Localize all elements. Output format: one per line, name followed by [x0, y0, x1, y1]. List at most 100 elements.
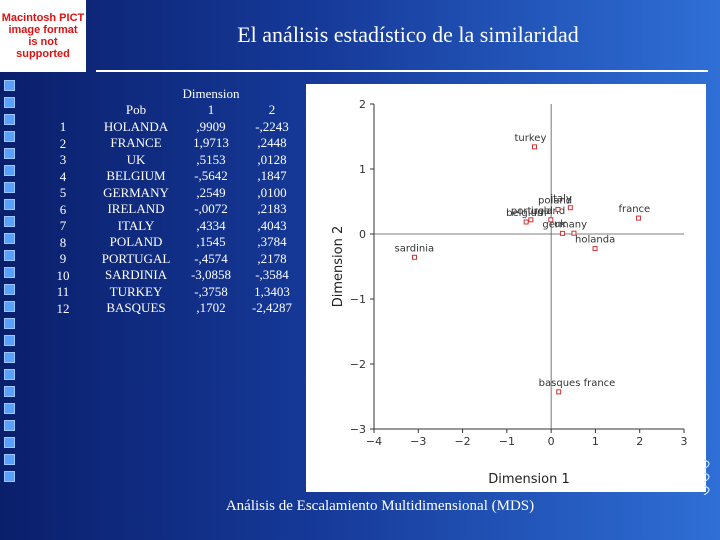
decorative-square — [4, 267, 15, 278]
x-tick-label: 2 — [636, 435, 643, 448]
row-dim2: ,3784 — [257, 234, 287, 249]
x-tick-label: 1 — [592, 435, 599, 448]
decorative-square — [4, 420, 15, 431]
data-point-label: germany — [542, 219, 587, 230]
placeholder-line-3: is not supported — [16, 36, 70, 60]
decorative-square — [4, 454, 15, 465]
row-index: 1 — [59, 119, 67, 134]
x-tick-label: −2 — [454, 435, 470, 448]
decorative-square — [4, 437, 15, 448]
data-point-label: ireland — [531, 206, 565, 217]
decorative-square — [4, 335, 15, 346]
population-column: Pob HOLANDA FRANCE UK BELGIUM GERMANY IRELAND I… — [94, 102, 178, 317]
placeholder-line-1: Macintosh PICT — [1, 12, 85, 24]
row-pob: UK — [126, 151, 146, 167]
decorative-square — [4, 301, 15, 312]
row-dim2: ,2448 — [257, 135, 287, 150]
decorative-square — [4, 114, 15, 125]
row-index: 10 — [56, 267, 70, 283]
y-tick-label: 0 — [359, 228, 366, 241]
data-point — [548, 217, 554, 223]
row-dim1: 1,9713 — [193, 135, 229, 150]
x-tick-label: 3 — [681, 435, 688, 448]
row-dim1: ,9909 — [196, 118, 226, 134]
row-dim1: -,4574 — [194, 250, 228, 266]
decorative-square — [4, 131, 15, 142]
decorative-square — [4, 318, 15, 329]
decorative-square — [4, 284, 15, 295]
data-point-label: france — [618, 204, 650, 215]
x-tick-label: −3 — [410, 435, 426, 448]
dimension-2-column: 2 -,2243,2448,0128,1847,0100,2183,4043,37… — [245, 102, 299, 317]
row-index: 12 — [56, 300, 70, 316]
y-tick-label: 2 — [359, 98, 366, 111]
row-dim1: ,4334 — [196, 217, 226, 233]
decorative-square — [4, 165, 15, 176]
row-dim2: ,2178 — [257, 250, 287, 266]
row-index: 7 — [59, 218, 67, 233]
pob-header: Pob — [125, 102, 147, 117]
row-pob: BASQUES — [106, 300, 166, 315]
x-tick-label: 0 — [548, 435, 555, 448]
row-dim1: -3,0858 — [190, 267, 232, 282]
row-index: 3 — [59, 152, 67, 167]
row-index: 2 — [59, 135, 67, 151]
placeholder-line-2: image format — [8, 24, 78, 36]
data-point-label: sardinia — [394, 243, 434, 254]
mds-scatter-plot: −4 −3 −2 −1 0 1 2 3 −3 −2 −1 0 1 2 Dimension 1 Dimensio… — [306, 84, 706, 492]
y-axis-label: Dimension 2 — [331, 226, 346, 308]
row-pob: POLAND — [109, 234, 163, 249]
row-dim2: ,2183 — [257, 201, 287, 216]
data-point — [571, 230, 577, 236]
decorative-square — [4, 250, 15, 261]
row-dim1: ,1545 — [196, 234, 226, 249]
row-pob: TURKEY — [109, 283, 163, 299]
data-point-label: turkey — [515, 133, 547, 144]
row-pob: ITALY — [117, 217, 155, 233]
row-pob: BELGIUM — [106, 168, 166, 183]
decorative-square — [4, 182, 15, 193]
row-dim2: 1,3403 — [254, 283, 290, 299]
row-index: 5 — [59, 185, 67, 200]
title-divider — [96, 70, 708, 72]
decorative-square — [4, 80, 15, 91]
row-dim1: ,2549 — [196, 184, 226, 200]
data-point-label: poland — [538, 195, 572, 206]
data-point-label: belgium — [506, 208, 546, 219]
row-index: 4 — [59, 168, 67, 184]
y-tick-label: −2 — [350, 358, 366, 371]
decorative-square — [4, 233, 15, 244]
data-point — [523, 219, 529, 225]
decorative-square — [4, 471, 15, 482]
x-tick-label: −4 — [366, 435, 382, 448]
slide-caption: Análisis de Escalamiento Multidimensiona… — [225, 498, 535, 514]
row-dim2: -,3584 — [255, 267, 289, 282]
data-point — [556, 389, 562, 395]
x-axis-label: Dimension 1 — [488, 472, 570, 487]
decorative-square — [4, 199, 15, 210]
row-index: 9 — [59, 251, 67, 266]
row-pob: GERMANY — [103, 184, 169, 200]
row-index: 8 — [59, 234, 67, 250]
data-point-label: portugal — [511, 206, 553, 217]
row-index: 6 — [59, 201, 67, 217]
row-dim2: ,0128 — [257, 151, 287, 167]
decorative-square — [4, 216, 15, 227]
data-point — [559, 230, 565, 236]
data-point-label: uk — [554, 219, 566, 230]
y-tick-label: −3 — [350, 423, 366, 436]
data-point-label: italy — [550, 194, 572, 205]
row-dim1: ,5153 — [196, 151, 226, 167]
data-point — [567, 205, 573, 211]
decorative-square — [4, 97, 15, 108]
row-pob: SARDINIA — [104, 267, 168, 282]
corner-decoration — [703, 459, 710, 495]
decorative-square — [4, 352, 15, 363]
data-point — [592, 246, 598, 252]
row-index: 11 — [56, 284, 70, 299]
dimension-header: Dimension — [182, 86, 240, 101]
dimension-1-column: 1,9909 1,9713,5153 -,5642,2549 -,0072,4334,… — [184, 102, 238, 317]
slide-title: El análisis estadístico de la similarida… — [237, 22, 579, 47]
unsupported-image-placeholder: Macintosh PICT image format is not suppo… — [0, 0, 86, 72]
row-dim1: ,1702 — [196, 300, 226, 315]
